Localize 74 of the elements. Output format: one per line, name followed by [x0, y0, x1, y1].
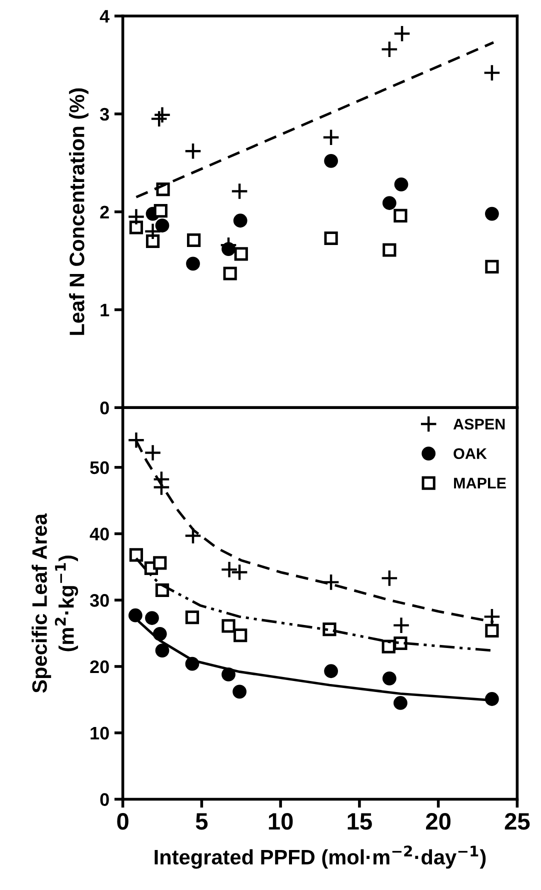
- point: [485, 206, 499, 221]
- point: [186, 233, 201, 248]
- point: [233, 214, 248, 228]
- y-tick-label: 50: [90, 461, 109, 474]
- y-tick-label: 0: [100, 793, 109, 806]
- point: [394, 208, 408, 223]
- point: [485, 260, 499, 274]
- y-tick-label: 1: [100, 304, 110, 316]
- x-tick-label: 15: [348, 813, 372, 830]
- point: [382, 243, 396, 257]
- point: [223, 266, 237, 280]
- y-tick-label: 0: [100, 402, 109, 414]
- y-tick-label: 2: [100, 206, 109, 218]
- point: [324, 154, 338, 168]
- point: [394, 696, 408, 710]
- point: [322, 573, 340, 591]
- point: [185, 610, 200, 624]
- legend-label: ASPEN: [453, 418, 505, 430]
- x-tick-label: 0: [117, 813, 128, 830]
- x-axis-title: Integrated PPFD (mol·m$^{−2}$·day$^{−1}$): [154, 846, 486, 869]
- legend-label: MAPLE: [454, 478, 506, 488]
- point: [145, 611, 159, 625]
- point: [232, 684, 246, 699]
- y-axis-title: Leaf N Concentration (%): [69, 88, 88, 335]
- point: [144, 222, 162, 240]
- point: [155, 218, 170, 232]
- point: [485, 624, 499, 638]
- y-tick-label: 3: [100, 108, 109, 121]
- point: [127, 431, 145, 449]
- point: [380, 569, 398, 587]
- point: [184, 526, 202, 544]
- point: [155, 644, 170, 658]
- y-tick-label: 30: [90, 594, 109, 607]
- point: [127, 208, 145, 226]
- point: [153, 106, 171, 124]
- point: [128, 608, 142, 622]
- point: [394, 177, 408, 192]
- point: [483, 608, 501, 626]
- point: [129, 548, 144, 562]
- point: [230, 182, 248, 200]
- y-tick-label: 40: [90, 528, 109, 540]
- point: [234, 628, 248, 642]
- legend-label: OAK: [454, 448, 487, 460]
- y-tick-label: 10: [90, 726, 109, 740]
- point: [483, 64, 501, 82]
- x-tick-label: 10: [268, 813, 293, 830]
- point: [380, 40, 398, 58]
- y-tick-label: 20: [90, 660, 109, 674]
- point: [222, 619, 236, 633]
- point: [220, 560, 238, 578]
- x-tick-label: 20: [426, 813, 450, 830]
- point: [150, 110, 168, 128]
- point: [184, 142, 202, 160]
- point: [186, 256, 200, 271]
- point: [393, 24, 411, 42]
- point: [322, 128, 340, 146]
- point: [152, 478, 170, 496]
- point: [144, 444, 162, 462]
- point: [324, 231, 338, 246]
- point: [153, 556, 167, 570]
- point: [394, 636, 408, 650]
- y-axis-title: Specific Leaf Area (m$^{2}$·kg$^{−1}$): [32, 513, 78, 693]
- point: [324, 664, 338, 678]
- point: [154, 204, 168, 218]
- point: [146, 234, 160, 248]
- point: [234, 247, 248, 261]
- point: [382, 196, 396, 210]
- point: [129, 220, 144, 234]
- x-tick-label: 25: [504, 813, 530, 830]
- y-tick-label: 4: [100, 10, 110, 23]
- x-tick-label: 5: [196, 813, 208, 830]
- point: [230, 563, 248, 581]
- point: [382, 671, 396, 686]
- point: [392, 616, 410, 634]
